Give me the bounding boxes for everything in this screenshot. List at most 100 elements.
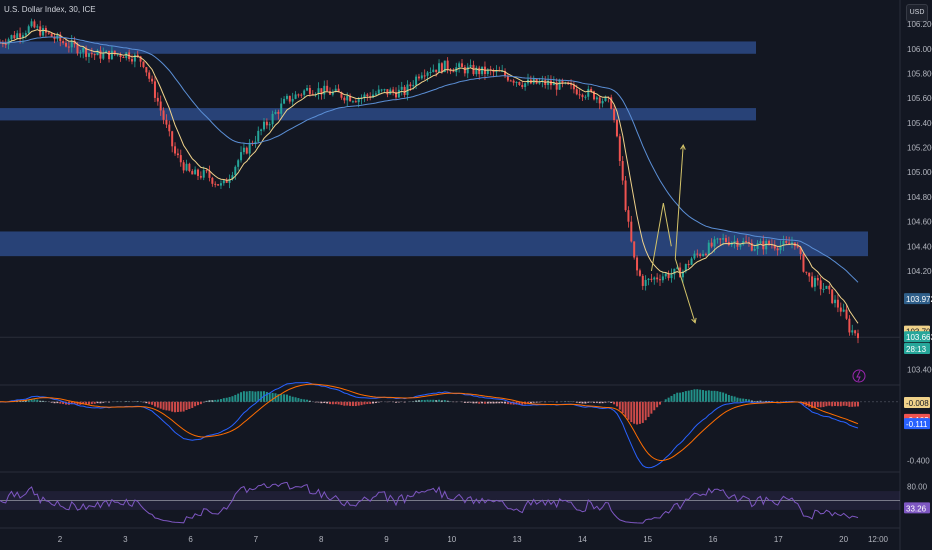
macd-histogram-bar: [59, 401, 62, 404]
candle-body: [613, 108, 616, 121]
candle-body: [851, 330, 854, 333]
candle-body: [288, 95, 291, 102]
macd-histogram-bar: [420, 399, 423, 402]
y-tick-label: 105.400: [907, 119, 932, 128]
macd-histogram-bar: [440, 400, 443, 402]
macd-histogram-bar: [314, 401, 317, 403]
candle-body: [33, 21, 36, 28]
macd-histogram-bar: [819, 401, 822, 408]
candle-body: [162, 110, 165, 120]
candle-body: [610, 97, 613, 109]
candle-body: [584, 96, 587, 98]
candle-body: [202, 170, 205, 178]
macd-histogram-bar: [397, 401, 400, 403]
macd-histogram-bar: [854, 401, 857, 407]
macd-histogram-bar: [834, 401, 837, 406]
macd-histogram-bar: [271, 392, 274, 402]
candle-body: [392, 89, 395, 93]
candle-body: [696, 253, 699, 255]
macd-histogram-bar: [664, 399, 667, 402]
macd-histogram-bar: [747, 399, 750, 402]
macd-histogram-bar: [429, 399, 432, 402]
macd-histogram-bar: [70, 401, 73, 405]
macd-histogram-bar: [521, 401, 524, 405]
candle-body: [796, 246, 799, 248]
lightning-icon-ring: [852, 369, 866, 383]
macd-histogram-bar: [329, 401, 331, 405]
macd-histogram-bar: [85, 401, 88, 405]
candle-body: [501, 71, 504, 73]
macd-histogram-bar: [162, 401, 165, 410]
macd-histogram-bar: [222, 398, 225, 402]
candle-body: [222, 180, 225, 184]
candle-body: [446, 60, 449, 70]
candle-body: [782, 240, 785, 246]
macd-histogram-bar: [595, 401, 598, 403]
macd-histogram-bar: [613, 401, 616, 405]
candle-body: [759, 241, 762, 244]
candle-body: [179, 155, 182, 163]
price-zone: [0, 41, 756, 54]
candle-body: [615, 120, 618, 137]
macd-histogram-bar: [733, 396, 736, 402]
macd-histogram-bar: [188, 401, 191, 409]
macd-histogram-bar: [165, 401, 168, 411]
macd-histogram-bar: [518, 401, 521, 405]
macd-histogram-bar: [816, 401, 819, 408]
y-tick-label: 104.200: [907, 267, 932, 276]
candle-body: [24, 33, 27, 36]
candle-body: [263, 121, 265, 130]
macd-histogram-bar: [351, 401, 354, 407]
candle-body: [624, 180, 627, 211]
candle-body: [76, 44, 79, 54]
candle-body: [242, 147, 245, 153]
candle-body: [572, 84, 575, 90]
candle-body: [151, 78, 154, 82]
candle-body: [524, 83, 527, 88]
candle-body: [515, 81, 518, 83]
currency-button[interactable]: USD: [906, 4, 928, 22]
candle-body: [831, 289, 834, 304]
y-tick-label: 106.200: [907, 20, 932, 29]
candle-body: [687, 264, 690, 266]
candle-body: [30, 21, 33, 27]
candle-body: [684, 264, 687, 272]
macd-histogram-bar: [653, 401, 656, 411]
macd-histogram-bar: [277, 394, 280, 402]
candle-body: [337, 88, 340, 93]
candle-body: [722, 238, 725, 240]
lightning-icon[interactable]: [852, 369, 866, 383]
candle-body: [785, 240, 788, 243]
macd-histogram-bar: [630, 401, 633, 423]
macd-histogram-bar: [260, 391, 263, 402]
macd-histogram-bar: [36, 399, 39, 402]
macd-histogram-bar: [693, 389, 696, 402]
candle-body: [627, 210, 630, 222]
macd-histogram-bar: [242, 391, 245, 402]
macd-histogram-bar: [403, 401, 406, 403]
candle-body: [492, 70, 495, 73]
macd-histogram-bar: [486, 401, 489, 404]
candle-body: [590, 88, 593, 92]
macd-histogram-bar: [343, 401, 346, 406]
candle-body: [547, 80, 550, 86]
candle-body: [593, 91, 595, 100]
macd-histogram-bar: [320, 401, 323, 404]
macd-histogram-bar: [590, 401, 593, 403]
candle-body: [102, 52, 105, 59]
candle-body: [538, 81, 541, 84]
macd-tag-bg: [904, 396, 930, 408]
macd-histogram-bar: [475, 401, 478, 404]
candle-body: [765, 240, 768, 250]
candle-body: [363, 94, 366, 98]
macd-histogram-bar: [87, 401, 90, 405]
candle-body: [271, 113, 274, 125]
candle-body: [791, 242, 793, 245]
macd-histogram-bar: [50, 401, 53, 403]
y-tick-label: 104.800: [907, 193, 932, 202]
candle-body: [265, 121, 268, 126]
candle-body: [438, 63, 441, 72]
macd-histogram-bar: [836, 401, 839, 407]
candle-body: [122, 57, 125, 59]
